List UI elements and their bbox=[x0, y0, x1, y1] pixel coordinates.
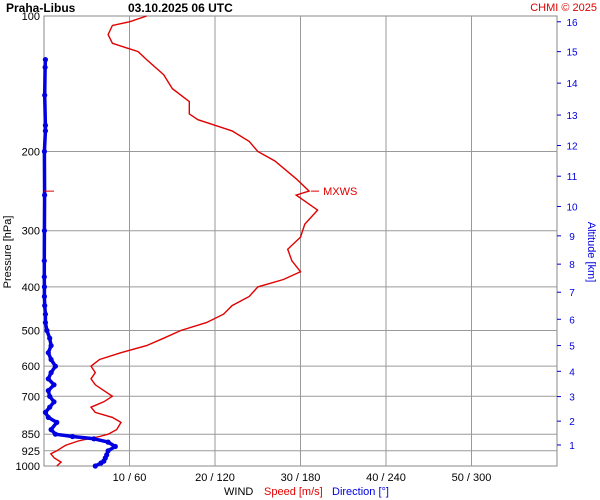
altitude-tick-label: 7 bbox=[569, 288, 575, 299]
altitude-tick-label: 2 bbox=[569, 417, 575, 428]
wind-direction-point bbox=[105, 439, 111, 445]
altitude-tick-label: 9 bbox=[569, 232, 575, 243]
wind-direction-point bbox=[48, 343, 54, 349]
wind-direction-point bbox=[52, 363, 59, 369]
altitude-tick-label: 11 bbox=[567, 172, 578, 183]
sounding-datetime: 03.10.2025 06 UTC bbox=[128, 1, 233, 15]
y2-axis-label: Altitude [km] bbox=[585, 222, 597, 283]
wind-direction-point bbox=[42, 303, 48, 309]
wind-direction-point bbox=[45, 350, 51, 356]
pressure-tick-label: 1000 bbox=[16, 461, 40, 473]
wind-direction-point bbox=[105, 448, 111, 454]
altitude-tick-label: 15 bbox=[566, 48, 578, 59]
x-axis-title: WIND bbox=[224, 486, 253, 498]
pressure-tick-label: 850 bbox=[22, 429, 40, 441]
wind-direction-point bbox=[47, 393, 53, 399]
wind-direction-point bbox=[112, 443, 118, 450]
wind-direction-point bbox=[48, 427, 54, 433]
altitude-tick-label: 6 bbox=[569, 315, 575, 326]
wind-direction-point bbox=[52, 431, 59, 437]
pressure-tick-label: 100 bbox=[22, 11, 40, 23]
wind-direction-point bbox=[41, 293, 48, 300]
wind-gridlines bbox=[129, 16, 472, 466]
wind-direction-point bbox=[42, 192, 48, 198]
wind-direction-point bbox=[48, 356, 54, 363]
wind-tick-label: 10 / 60 bbox=[113, 472, 147, 484]
wind-direction-point bbox=[45, 388, 51, 394]
x-axis-direction-label: Direction [°] bbox=[332, 486, 389, 498]
wind-direction-point bbox=[45, 376, 51, 382]
wind-direction-point bbox=[42, 64, 48, 70]
series-layer bbox=[41, 15, 320, 469]
pressure-tick-label: 925 bbox=[22, 446, 40, 458]
pressure-tick-label: 600 bbox=[22, 361, 40, 373]
wind-direction-point bbox=[47, 335, 53, 341]
station-name: Praha-Libus bbox=[6, 1, 76, 15]
wind-direction-point bbox=[104, 452, 110, 458]
wind-direction-point bbox=[42, 311, 49, 317]
wind-direction-point bbox=[42, 122, 49, 128]
wind-direction-point bbox=[47, 404, 53, 410]
pressure-tick-label: 200 bbox=[22, 146, 40, 158]
wind-direction-point bbox=[69, 433, 76, 440]
y-axis-label: Pressure [hPa] bbox=[2, 216, 14, 289]
wind-direction-point bbox=[42, 320, 49, 326]
altitude-tick-label: 4 bbox=[569, 367, 575, 378]
pressure-tick-label: 700 bbox=[22, 391, 40, 403]
wind-tick-label: 50 / 300 bbox=[452, 472, 492, 484]
x-axis-speed-label: Speed [m/s] bbox=[264, 486, 323, 498]
wind-direction-point bbox=[51, 382, 57, 388]
wind-direction-point bbox=[42, 57, 49, 63]
wind-direction-point bbox=[44, 327, 50, 334]
altitude-tick-label: 14 bbox=[566, 79, 578, 90]
wind-direction-point bbox=[42, 92, 48, 98]
altitude-tick-label: 12 bbox=[566, 142, 578, 153]
altitude-tick-label: 16 bbox=[566, 18, 578, 29]
wind-direction-point bbox=[45, 414, 51, 420]
pressure-tick-label: 300 bbox=[22, 226, 40, 238]
altitude-tick-label: 5 bbox=[569, 342, 575, 353]
wind-tick-label: 30 / 180 bbox=[281, 472, 321, 484]
pressure-tick-label: 400 bbox=[22, 282, 40, 294]
wind-direction-point bbox=[41, 148, 48, 155]
wind-direction-point bbox=[42, 128, 49, 134]
wind-tick-label: 20 / 120 bbox=[195, 472, 235, 484]
altitude-tick-label: 3 bbox=[569, 393, 575, 404]
copyright-text: CHMI © 2025 bbox=[530, 2, 597, 14]
altitude-tick-label: 13 bbox=[566, 111, 578, 122]
pressure-tick-label: 500 bbox=[22, 326, 40, 338]
wind-direction-point bbox=[41, 284, 48, 290]
wind-direction-point bbox=[41, 274, 47, 280]
wind-direction-point bbox=[51, 399, 57, 405]
wind-speed-line bbox=[49, 15, 319, 467]
wind-direction-point bbox=[54, 419, 60, 425]
wind-direction-point bbox=[42, 409, 49, 415]
altitude-tick-label: 8 bbox=[569, 260, 575, 271]
wind-direction-point bbox=[91, 436, 97, 442]
wind-direction-point bbox=[41, 258, 47, 264]
wind-tick-label: 40 / 240 bbox=[366, 472, 406, 484]
wind-direction-point bbox=[92, 463, 98, 469]
wind-direction-point bbox=[41, 228, 48, 234]
mxws-annotation: MXWS bbox=[323, 186, 357, 198]
altitude-tick-label: 10 bbox=[566, 202, 578, 213]
wind-direction-point bbox=[48, 370, 54, 376]
altitude-tick-label: 1 bbox=[569, 441, 575, 452]
